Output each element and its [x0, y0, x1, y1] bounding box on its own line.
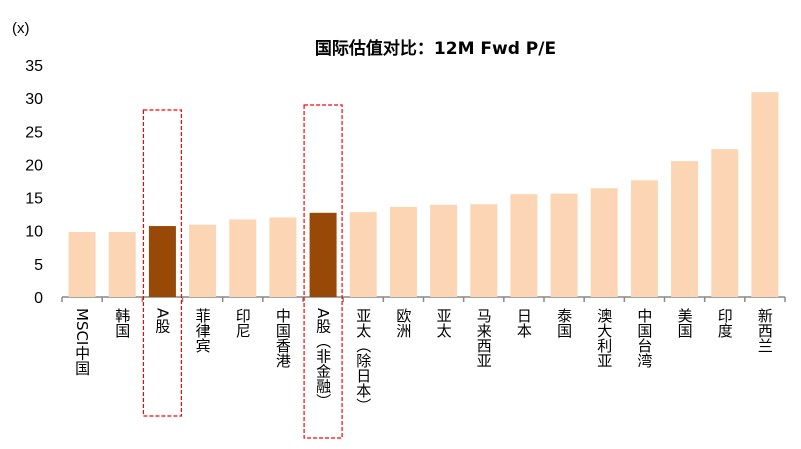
- y-tick-label: 25: [25, 124, 43, 141]
- y-tick-label: 20: [25, 157, 43, 174]
- y-tick-label: 35: [25, 58, 43, 75]
- y-tick-label: 0: [34, 290, 43, 307]
- bar: [630, 180, 658, 297]
- bar: [189, 224, 217, 297]
- x-tick-label: MSCI中国: [73, 308, 92, 376]
- bar: [751, 92, 779, 298]
- x-tick-label: 新西兰: [755, 308, 774, 353]
- x-tick-label: 中国台湾: [635, 308, 654, 368]
- bar: [349, 212, 377, 297]
- x-tick-label: 亚太（除日本）: [354, 308, 373, 413]
- x-tick-label: 菲律宾: [193, 308, 212, 353]
- bar: [269, 217, 297, 297]
- bar: [510, 194, 538, 297]
- bar: [711, 149, 739, 297]
- x-tick-label: 亚太: [434, 308, 453, 338]
- x-tick-label: 澳大利亚: [595, 308, 614, 368]
- y-tick-label: 5: [34, 257, 43, 274]
- highlight-box: [142, 109, 183, 417]
- x-tick-label: 美国: [675, 308, 694, 338]
- bar: [671, 161, 699, 297]
- bar: [550, 193, 578, 297]
- y-axis-unit: (x): [12, 20, 30, 37]
- x-tick-label: 韩国: [113, 308, 132, 338]
- x-tick-label: 欧洲: [394, 308, 413, 338]
- x-tick-label: 中国香港: [273, 308, 292, 368]
- x-tick-label: 日本: [514, 308, 533, 338]
- bar: [309, 212, 337, 297]
- bar: [590, 188, 618, 297]
- bar: [148, 226, 176, 297]
- bar: [108, 232, 136, 297]
- bar: [229, 219, 257, 297]
- x-tick-label: 印尼: [233, 308, 252, 338]
- bar: [389, 206, 417, 297]
- x-tick-label: 马来西亚: [474, 308, 493, 368]
- x-tick-label: A股（非金融）: [314, 308, 333, 409]
- x-tick-label: 印度: [715, 308, 734, 338]
- bar: [68, 232, 96, 297]
- bar: [430, 204, 458, 297]
- y-tick-label: 30: [25, 91, 43, 108]
- x-tick-label: A股: [153, 308, 172, 334]
- x-tick-label: 泰国: [555, 308, 574, 338]
- y-tick-label: 10: [25, 224, 43, 241]
- chart-title: 国际估值对比：12M Fwd P/E: [314, 39, 557, 59]
- highlight-box: [303, 104, 343, 439]
- y-tick-label: 15: [25, 191, 43, 208]
- bar: [470, 204, 498, 297]
